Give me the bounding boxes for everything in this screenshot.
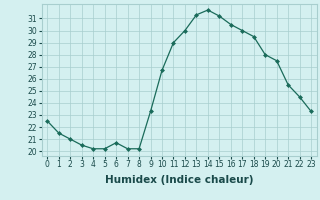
- X-axis label: Humidex (Indice chaleur): Humidex (Indice chaleur): [105, 175, 253, 185]
